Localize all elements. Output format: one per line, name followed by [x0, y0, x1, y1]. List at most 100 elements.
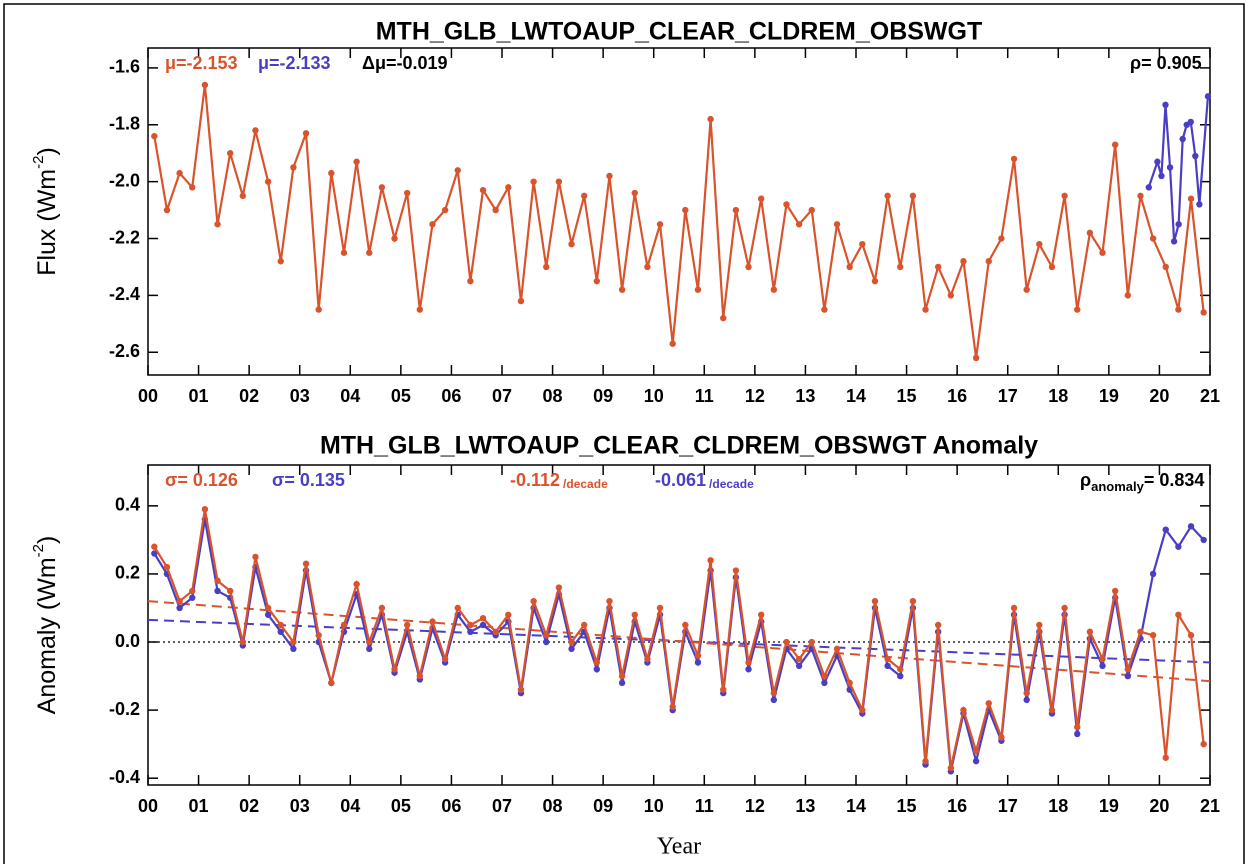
point	[530, 178, 537, 185]
point	[302, 560, 310, 567]
point	[732, 206, 740, 214]
annotation-text: -0.061	[655, 470, 706, 490]
x-tick-label: 01	[189, 386, 209, 406]
y-tick-label: -1.8	[109, 114, 140, 134]
point	[151, 543, 158, 550]
x-tick-label: 07	[492, 386, 512, 406]
y-tick-label: -2.4	[109, 284, 140, 304]
point	[189, 184, 196, 191]
annotation-unit: /decade	[563, 477, 608, 491]
point	[694, 652, 702, 659]
x-tick-label: 21	[1200, 386, 1220, 406]
point	[353, 580, 360, 588]
point	[568, 645, 575, 653]
point	[264, 178, 272, 185]
x-tick-label: 15	[897, 796, 917, 816]
point	[1061, 604, 1068, 612]
point	[1010, 155, 1018, 163]
point	[441, 655, 449, 663]
y-tick-label: 0.2	[115, 563, 140, 583]
point	[1099, 662, 1106, 670]
point	[517, 686, 525, 693]
x-axis-label: Year	[657, 834, 701, 860]
point	[745, 263, 752, 271]
y-axis-label-sup: -2	[30, 544, 47, 557]
point	[833, 221, 841, 228]
point	[1166, 164, 1174, 171]
point	[1145, 184, 1153, 191]
x-tick-label: 21	[1200, 796, 1220, 816]
annotation: -0.061/decade	[655, 470, 754, 491]
point	[1175, 611, 1182, 618]
point	[416, 672, 424, 680]
point	[1137, 628, 1144, 636]
point	[1162, 101, 1169, 109]
point	[580, 621, 588, 629]
point	[871, 597, 879, 605]
point	[214, 577, 221, 584]
point	[644, 263, 651, 271]
point	[277, 621, 284, 629]
point	[960, 706, 967, 714]
point	[808, 206, 815, 214]
point	[757, 195, 765, 202]
point	[264, 604, 272, 612]
point	[783, 638, 790, 646]
point	[580, 192, 588, 200]
point	[479, 186, 487, 194]
point	[606, 172, 613, 180]
y-tick-label: -2.0	[109, 170, 140, 190]
point	[302, 130, 310, 137]
point	[694, 659, 702, 666]
annotation: Δμ=-0.019	[362, 53, 448, 73]
point	[290, 164, 297, 171]
annotation-text: -0.112	[510, 470, 560, 490]
point	[795, 662, 803, 670]
point	[366, 645, 373, 653]
point	[568, 241, 575, 248]
point	[328, 679, 335, 687]
x-tick-label: 02	[239, 386, 259, 406]
x-tick-label: 06	[441, 386, 461, 406]
point	[669, 703, 676, 710]
point	[1187, 118, 1194, 126]
point	[1023, 689, 1030, 697]
point	[998, 235, 1005, 242]
point	[1200, 740, 1207, 748]
point	[505, 184, 512, 191]
point	[378, 184, 386, 191]
point	[922, 306, 929, 313]
point	[189, 587, 196, 595]
y-tick-label: 0.0	[115, 631, 140, 651]
point	[467, 621, 474, 629]
point	[214, 221, 221, 228]
point	[1175, 221, 1182, 228]
point	[201, 506, 209, 513]
x-tick-label: 08	[543, 386, 563, 406]
y-tick-label: -2.6	[109, 341, 140, 361]
point	[1023, 696, 1030, 704]
annotation-sub: anomaly	[1091, 479, 1145, 494]
point	[985, 700, 992, 707]
x-tick-label: 13	[795, 386, 815, 406]
point	[1036, 241, 1043, 248]
y-tick-label: -1.6	[109, 57, 140, 77]
point	[884, 662, 891, 670]
point	[757, 611, 765, 618]
point	[808, 638, 815, 646]
annotation-text: σ= 0.126	[165, 470, 238, 490]
point	[328, 169, 335, 177]
point	[871, 277, 879, 285]
point	[1196, 201, 1203, 208]
point	[252, 127, 259, 134]
point	[985, 258, 992, 265]
x-tick-label: 00	[138, 796, 158, 816]
x-tick-label: 03	[290, 386, 310, 406]
y-tick-label: -0.2	[109, 699, 140, 719]
point	[429, 618, 436, 625]
point	[568, 638, 575, 646]
point	[682, 206, 689, 214]
point	[846, 679, 853, 687]
point	[1162, 526, 1169, 533]
